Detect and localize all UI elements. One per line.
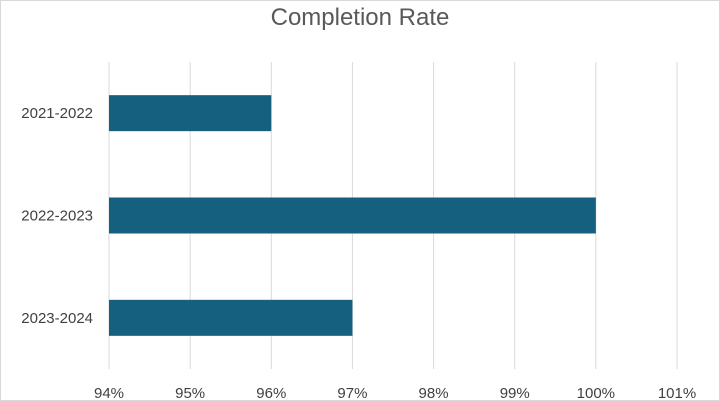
x-tick-label: 96% xyxy=(256,385,286,401)
x-tick-label: 101% xyxy=(658,385,696,401)
x-tick-label: 100% xyxy=(577,385,615,401)
x-tick-label: 99% xyxy=(500,385,530,401)
x-tick-label: 94% xyxy=(94,385,124,401)
x-tick-label: 98% xyxy=(419,385,449,401)
bar-2022-2023 xyxy=(109,197,596,234)
x-tick-label: 95% xyxy=(175,385,205,401)
x-tick-label: 97% xyxy=(337,385,367,401)
y-category-label: 2023-2024 xyxy=(21,310,93,327)
bar-2021-2022 xyxy=(109,95,272,132)
chart-title: Completion Rate xyxy=(270,4,450,31)
y-category-label: 2021-2022 xyxy=(21,105,93,122)
y-category-label: 2022-2023 xyxy=(21,208,93,225)
bar-2023-2024 xyxy=(109,299,353,336)
